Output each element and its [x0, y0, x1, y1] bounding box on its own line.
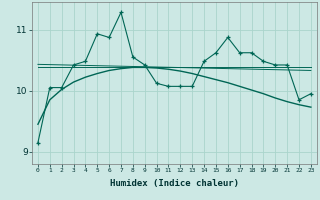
X-axis label: Humidex (Indice chaleur): Humidex (Indice chaleur) — [110, 179, 239, 188]
